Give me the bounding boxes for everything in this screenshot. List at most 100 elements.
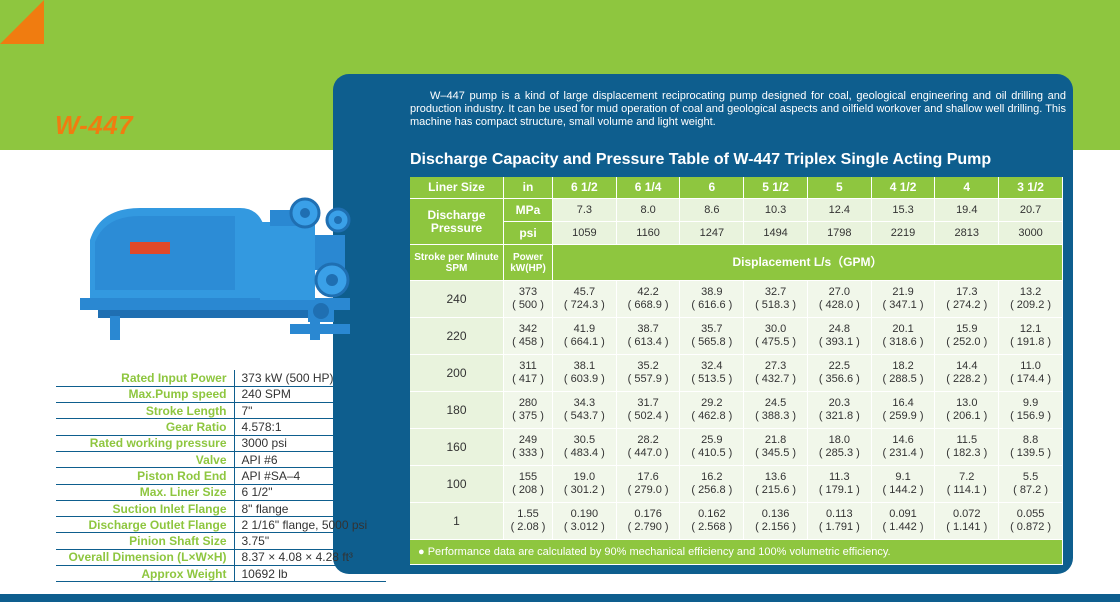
discharge-pressure-label: Discharge Pressure <box>410 199 504 245</box>
displacement-ls: 38.9 <box>701 286 723 298</box>
displacement-gpm: ( 724.3 ) <box>563 299 605 311</box>
spm-cell: 200 <box>410 355 504 392</box>
displacement-cell: 25.9( 410.5 ) <box>680 429 745 466</box>
displacement-gpm: ( 356.6 ) <box>818 373 860 385</box>
displacement-gpm: ( 252.0 ) <box>946 336 988 348</box>
footnote-row: ● Performance data are calculated by 90%… <box>410 540 1063 565</box>
power-hp: ( 2.08 ) <box>510 521 546 533</box>
displacement-gpm: ( 565.8 ) <box>691 336 733 348</box>
displacement-gpm: ( 321.8 ) <box>818 410 860 422</box>
displacement-cell: 0.176( 2.790 ) <box>616 503 681 540</box>
spec-row: Max.Pump speed 240 SPM <box>56 386 386 404</box>
spm-cell: 220 <box>410 318 504 355</box>
displacement-ls: 13.0 <box>956 397 978 409</box>
spm-cell: 1 <box>410 503 504 540</box>
spec-row: Max. Liner Size 6 1/2" <box>56 484 386 501</box>
model-title: W-447 <box>55 110 134 140</box>
displacement-gpm: ( 209.2 ) <box>1010 299 1052 311</box>
spec-value: API #SA–4 <box>234 467 386 485</box>
psi-cell: 1160 <box>616 222 681 245</box>
displacement-gpm: ( 206.1 ) <box>946 410 988 422</box>
displacement-ls: 41.9 <box>573 323 596 335</box>
displacement-gpm: ( 345.5 ) <box>755 447 797 459</box>
displacement-ls: 0.072 <box>953 508 981 520</box>
displacement-cell: 13.2( 209.2 ) <box>999 281 1063 318</box>
spec-label: Stroke Length <box>56 402 235 420</box>
displacement-cell: 9.9( 156.9 ) <box>999 392 1063 429</box>
displacement-gpm: ( 543.7 ) <box>563 410 605 422</box>
spec-value: 240 SPM <box>234 386 386 404</box>
displacement-table: Liner Size in 6 1/2 6 1/4 6 5 1/2 5 4 1/2 4 3 1/2… <box>410 177 1063 565</box>
displacement-cell: 9.1( 144.2 ) <box>871 466 936 503</box>
table-row: 1 1.55( 2.08 ) 0.190( 3.012 ) 0.176( 2.790 … <box>410 503 1063 540</box>
power-cell: 249( 333 ) <box>504 429 553 466</box>
liner-size-cell: 6 1/4 <box>616 177 681 199</box>
psi-cell: 3000 <box>999 222 1063 245</box>
displacement-ls: 5.5 <box>1022 471 1039 483</box>
mpa-label: MPa <box>504 199 553 222</box>
displacement-gpm: ( 144.2 ) <box>882 484 924 496</box>
power-kw: 1.55 <box>517 508 539 520</box>
power-label: Power kW(HP) <box>504 245 553 281</box>
spec-value: 373 kW (500 HP) <box>234 370 386 387</box>
displacement-gpm: ( 231.4 ) <box>882 447 924 459</box>
displacement-ls: 18.0 <box>828 434 851 446</box>
displacement-gpm: ( 428.0 ) <box>818 299 860 311</box>
spec-row: Gear Ratio 4.578:1 <box>56 418 386 436</box>
power-cell: 311( 417 ) <box>504 355 553 392</box>
liner-size-cell: 3 1/2 <box>999 177 1063 199</box>
psi-cell: 1494 <box>744 222 808 245</box>
displacement-cell: 18.2( 288.5 ) <box>871 355 936 392</box>
displacement-cell: 14.6( 231.4 ) <box>871 429 936 466</box>
displacement-ls: 7.2 <box>959 471 975 483</box>
spm-cell: 180 <box>410 392 504 429</box>
displacement-gpm: ( 259.9 ) <box>882 410 924 422</box>
spec-label: Max.Pump speed <box>56 386 235 404</box>
table-row: 160 249( 333 ) 30.5( 483.4 ) 28.2( 447.0 ) 2… <box>410 429 1063 466</box>
table-row: 180 280( 375 ) 34.3( 543.7 ) 31.7( 502.4 ) 2… <box>410 392 1063 429</box>
displacement-cell: 13.6( 215.6 ) <box>744 466 808 503</box>
spec-row: Rated working pressure 3000 psi <box>56 435 386 452</box>
psi-cell: 2813 <box>935 222 1000 245</box>
displacement-ls: 0.091 <box>889 508 917 520</box>
mpa-row: Discharge Pressure MPa 7.3 8.0 8.6 10.3 12.4 15… <box>410 199 1063 245</box>
displacement-gpm: ( 668.9 ) <box>627 299 669 311</box>
displacement-ls: 28.2 <box>637 434 659 446</box>
displacement-gpm: ( 388.3 ) <box>755 410 797 422</box>
displacement-ls: 25.9 <box>701 434 723 446</box>
displacement-gpm: ( 502.4 ) <box>627 410 669 422</box>
displacement-cell: 21.8( 345.5 ) <box>744 429 808 466</box>
liner-size-cell: 4 <box>935 177 1000 199</box>
displacement-gpm: ( 2.568 ) <box>691 521 733 533</box>
displacement-ls: 9.9 <box>1022 397 1039 409</box>
displacement-cell: 13.0( 206.1 ) <box>935 392 1000 429</box>
displacement-ls: 38.1 <box>573 360 596 372</box>
power-kw: 249 <box>518 434 538 446</box>
displacement-gpm: ( 1.442 ) <box>882 521 924 533</box>
displacement-ls: 9.1 <box>895 471 911 483</box>
displacement-cell: 16.4( 259.9 ) <box>871 392 936 429</box>
displacement-label: Displacement L/s（GPM） <box>553 245 1063 281</box>
table-row: 200 311( 417 ) 38.1( 603.9 ) 35.2( 557.9 ) 3… <box>410 355 1063 392</box>
displacement-ls: 32.4 <box>701 360 723 372</box>
displacement-ls: 11.0 <box>1020 360 1041 372</box>
displacement-ls: 17.3 <box>956 286 978 298</box>
displacement-gpm: ( 256.8 ) <box>691 484 733 496</box>
displacement-ls: 17.6 <box>637 471 659 483</box>
spec-row: Approx Weight 10692 lb <box>56 565 386 583</box>
displacement-gpm: ( 156.9 ) <box>1010 410 1052 422</box>
displacement-ls: 13.2 <box>1019 286 1042 298</box>
displacement-cell: 11.3( 179.1 ) <box>807 466 872 503</box>
displacement-cell: 0.091( 1.442 ) <box>871 503 936 540</box>
liner-size-cell: 5 1/2 <box>744 177 808 199</box>
displacement-ls: 0.136 <box>761 508 790 520</box>
displacement-gpm: ( 616.6 ) <box>691 299 733 311</box>
displacement-ls: 22.5 <box>828 360 851 372</box>
displacement-gpm: ( 114.1 ) <box>946 484 987 496</box>
spec-row: Discharge Outlet Flange 2 1/16" flange, 5… <box>56 516 386 534</box>
displacement-gpm: ( 1.141 ) <box>946 521 988 533</box>
power-cell: 280( 375 ) <box>504 392 553 429</box>
power-kw: 342 <box>518 323 538 335</box>
displacement-cell: 17.3( 274.2 ) <box>935 281 1000 318</box>
displacement-cell: 45.7( 724.3 ) <box>553 281 617 318</box>
